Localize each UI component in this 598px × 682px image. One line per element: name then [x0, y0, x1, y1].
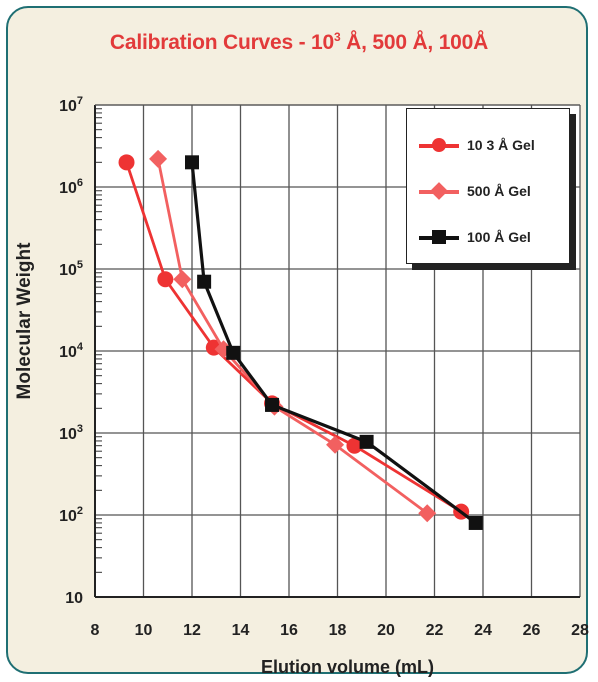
data-point-diamond: [149, 149, 168, 168]
x-tick-label: 14: [232, 622, 250, 639]
data-point-square: [468, 515, 483, 530]
legend: 10 3 Å Gel 500 Å Gel 100 Å Gel: [406, 108, 570, 264]
data-point-square: [185, 155, 199, 170]
x-tick-label: 10: [135, 622, 153, 639]
x-tick-label: 22: [426, 622, 444, 639]
legend-item-500: 500 Å Gel: [407, 177, 571, 207]
data-point-square: [226, 345, 241, 360]
chart-title: Calibration Curves - 103 Å, 500 Å, 100Å: [0, 30, 598, 55]
data-point-circle: [157, 271, 174, 288]
x-tick-label: 18: [329, 622, 347, 639]
x-tick-label: 16: [280, 622, 298, 639]
title-text-2: , 500: [361, 31, 413, 54]
series-line: [190, 162, 477, 525]
data-point-diamond: [418, 504, 437, 523]
axes: [94, 104, 580, 598]
y-axis-label: Molecular Weight: [14, 242, 35, 400]
data-point-square: [265, 397, 280, 412]
y-tick-label: 103: [59, 423, 83, 443]
x-tick-label: 28: [571, 622, 589, 639]
data-point-square: [359, 434, 374, 449]
x-tick-label: 8: [91, 622, 100, 639]
legend-item-100: 100 Å Gel: [407, 223, 571, 253]
y-tick-label: 104: [59, 341, 84, 361]
series-line: [125, 161, 462, 513]
x-tick-label: 12: [183, 622, 201, 639]
data-point-diamond: [173, 270, 192, 289]
y-tick-label: 106: [59, 177, 83, 197]
y-tick-label: 10: [65, 590, 83, 607]
x-tick-label: 26: [523, 622, 541, 639]
legend-label: 100 Å Gel: [467, 229, 531, 245]
title-text-3: , 100: [427, 31, 474, 54]
x-axis-label: Elution volume (mL): [261, 657, 434, 677]
title-unit: Å: [346, 31, 362, 54]
y-tick-label: 102: [59, 505, 83, 525]
diamond-marker-icon: [430, 182, 448, 200]
data-point-circle: [118, 154, 135, 171]
series-layer: [118, 149, 483, 530]
title-unit-2: Å: [412, 31, 428, 54]
title-exponent: 3: [334, 30, 341, 44]
legend-label: 500 Å Gel: [467, 183, 531, 199]
title-text: Calibration Curves - 10: [109, 31, 335, 54]
circle-marker-icon: [432, 138, 446, 152]
x-tick-label: 24: [474, 622, 492, 639]
legend-label: 10 3 Å Gel: [467, 137, 535, 153]
title-unit-3: Å: [473, 31, 489, 54]
square-marker-icon: [432, 230, 446, 244]
x-tick-label: 20: [377, 622, 395, 639]
data-point-diamond: [326, 435, 345, 454]
series-line: [156, 158, 429, 515]
data-point-square: [197, 274, 212, 289]
y-tick-label: 105: [59, 259, 83, 279]
data-point-circle: [346, 437, 363, 454]
y-tick-label: 107: [59, 95, 83, 115]
legend-item-1000: 10 3 Å Gel: [407, 131, 571, 161]
